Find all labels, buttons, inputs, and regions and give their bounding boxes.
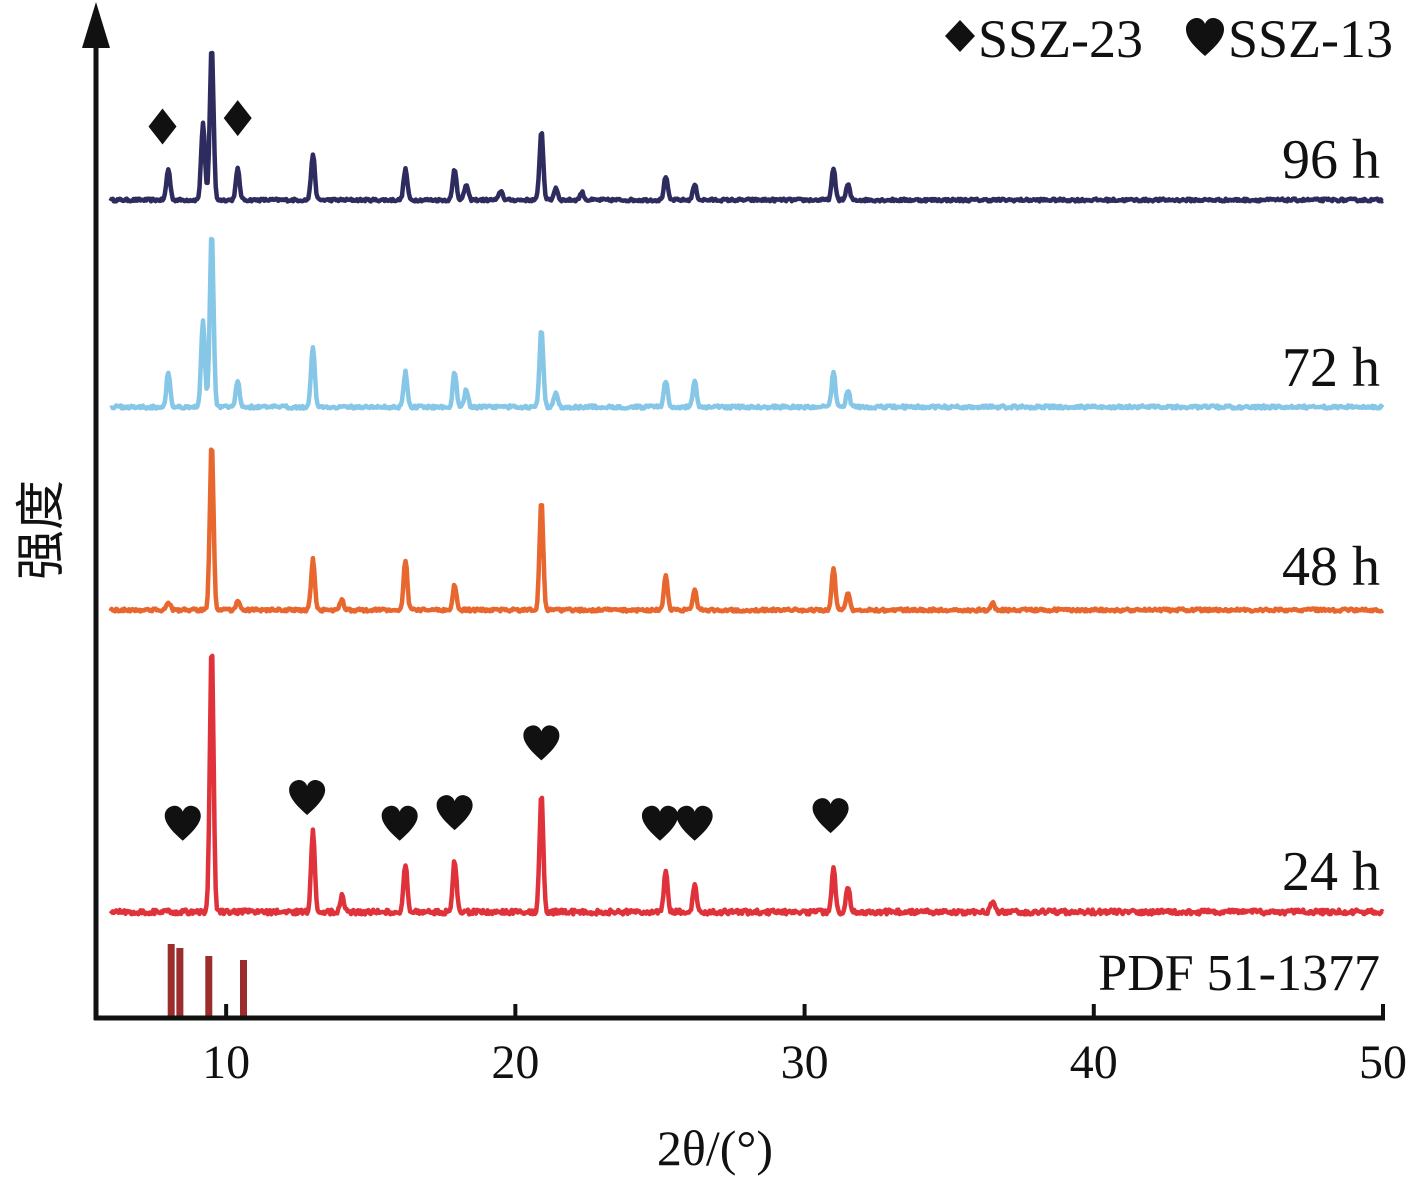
series-group: 96 h 72 h 48 h 24 h xyxy=(108,50,1385,917)
marker-heart-icon-7 xyxy=(812,798,849,834)
series-line-1 xyxy=(109,236,1385,411)
marker-heart-icon-0 xyxy=(164,805,201,841)
series-line-3 xyxy=(108,653,1385,917)
legend: SSZ-23 SSZ-13 xyxy=(945,9,1393,69)
x-tick-label-10: 10 xyxy=(202,1036,250,1089)
marker-heart-icon-4 xyxy=(523,725,560,761)
x-axis-title: 2θ/(°) xyxy=(657,1120,773,1176)
series-line-2 xyxy=(108,447,1385,614)
legend-diamond-icon xyxy=(945,20,975,52)
series-3: 24 h xyxy=(108,653,1385,917)
series-1: 72 h xyxy=(109,236,1385,411)
x-tick-label-20: 20 xyxy=(491,1036,539,1089)
marker-heart-icon-2 xyxy=(381,805,418,841)
x-tick-label-50: 50 xyxy=(1359,1036,1407,1089)
legend-heart-icon xyxy=(1186,18,1224,56)
reference-line-3 xyxy=(239,960,247,1016)
marker-heart-icon-5 xyxy=(641,805,678,841)
x-tick-label-40: 40 xyxy=(1070,1036,1118,1089)
series-label-0: 96 h xyxy=(1282,129,1380,191)
y-axis-arrow xyxy=(82,2,110,48)
series-2: 48 h xyxy=(108,447,1385,614)
marker-heart-icon-3 xyxy=(436,795,473,831)
series-0: 96 h xyxy=(108,50,1385,204)
series-label-1: 72 h xyxy=(1282,337,1380,399)
reference-line-2 xyxy=(205,956,213,1016)
reference-label: PDF 51-1377 xyxy=(1098,945,1380,1002)
series-label-3: 24 h xyxy=(1282,841,1380,903)
reference-line-1 xyxy=(176,948,184,1016)
marker-heart-icon-6 xyxy=(676,805,713,841)
reference-group xyxy=(167,944,247,1016)
series-line-0 xyxy=(108,50,1385,204)
x-ticks-group: 10 20 30 40 50 xyxy=(202,1004,1407,1089)
series-label-2: 48 h xyxy=(1282,536,1380,598)
marker-diamond-icon-0 xyxy=(148,108,177,145)
y-axis-title: 强度 xyxy=(13,480,69,580)
reference-line-0 xyxy=(167,944,175,1016)
axes-group xyxy=(82,2,1385,1021)
marker-heart-icon-1 xyxy=(289,779,326,815)
legend-label-ssz23: SSZ-23 xyxy=(978,9,1143,69)
legend-label-ssz13: SSZ-13 xyxy=(1228,9,1393,69)
x-tick-label-30: 30 xyxy=(781,1036,829,1089)
marker-diamond-icon-1 xyxy=(223,100,252,137)
